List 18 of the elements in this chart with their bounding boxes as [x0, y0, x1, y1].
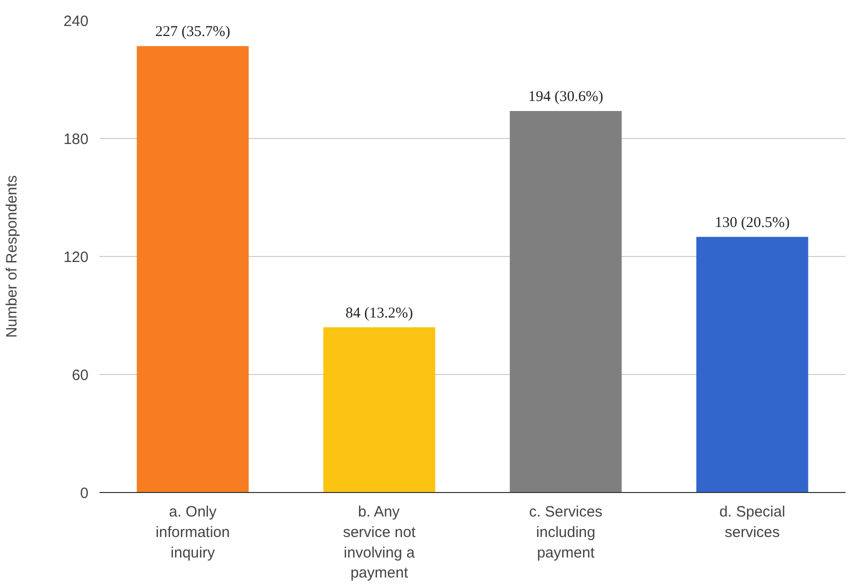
bar [696, 236, 808, 492]
y-axis-title: Number of Respondents [3, 175, 20, 338]
x-tick-label: d. Special services [719, 504, 786, 541]
x-tick-label: c. Services including payment [529, 504, 602, 562]
y-tick-label: 240 [63, 13, 89, 30]
bar [323, 327, 436, 492]
x-tick-label: a. Only information inquiry [156, 504, 230, 562]
y-tick-label: 180 [63, 131, 89, 148]
x-tick-label: b. Any service not involving a payment [342, 504, 416, 582]
data-label: 130 (20.5%) [714, 214, 790, 231]
bar [136, 46, 249, 492]
y-tick-label: 120 [63, 249, 89, 266]
data-label: 84 (13.2%) [346, 305, 414, 322]
data-label: 227 (35.7%) [155, 24, 230, 40]
y-tick-label: 0 [80, 485, 88, 502]
y-tick-label: 60 [72, 367, 89, 384]
bar [510, 110, 622, 492]
data-label: 194 (30.6%) [528, 88, 604, 105]
